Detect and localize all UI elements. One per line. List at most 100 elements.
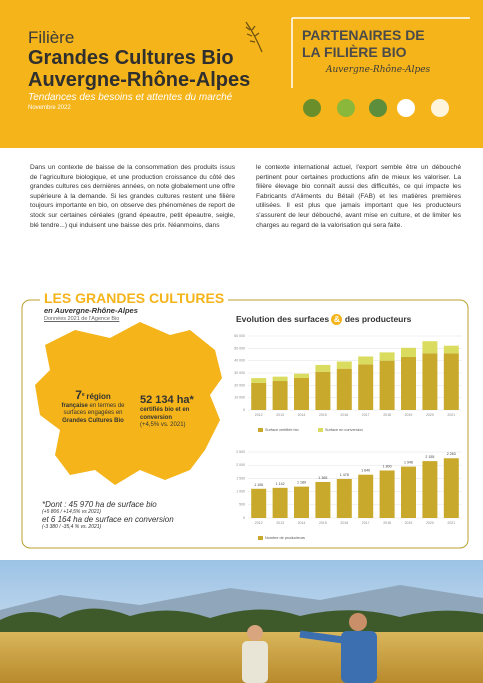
legend-swatch — [318, 428, 323, 432]
bar — [422, 341, 437, 353]
x-tick-label: 2016 — [340, 413, 348, 417]
rank-bold: française — [61, 403, 87, 409]
y-tick-label: 1 000 — [236, 490, 245, 494]
bar — [337, 361, 352, 368]
bar — [358, 357, 373, 365]
partners-title: LA FILIÈRE BIO — [302, 44, 406, 60]
charts-title-part: Evolution des surfaces — [236, 314, 329, 324]
kicker: Filière — [28, 28, 74, 48]
x-tick-label: 2014 — [298, 521, 306, 525]
bar — [273, 488, 288, 518]
x-tick-label: 2019 — [405, 413, 413, 417]
data-label: 1 106 — [254, 483, 263, 487]
footnote-line: et 6 164 ha de surface en conversion — [42, 515, 222, 524]
data-label: 2 155 — [425, 455, 434, 459]
charts-title: Evolution des surfaces & des producteurs — [236, 314, 411, 325]
bar — [337, 369, 352, 410]
data-label: 1 946 — [404, 461, 413, 465]
bar — [380, 352, 395, 360]
partners-title: PARTENAIRES DE — [302, 27, 425, 43]
bar — [337, 479, 352, 518]
rank-block: 7e région française en termes de surface… — [58, 392, 128, 425]
data-label: 1 800 — [383, 464, 392, 468]
legend-swatch — [258, 536, 263, 540]
bar — [422, 461, 437, 518]
x-tick-label: 2013 — [276, 413, 284, 417]
title: Auvergne-Rhône-Alpes — [28, 69, 250, 92]
bar — [380, 470, 395, 518]
x-tick-label: 2012 — [255, 413, 263, 417]
bar — [315, 365, 330, 372]
bar — [251, 489, 266, 518]
bar — [380, 361, 395, 410]
data-label: 1 640 — [361, 469, 370, 473]
data-label: 1 189 — [297, 481, 306, 485]
y-tick-label: 0 — [243, 408, 245, 412]
legend-label: Surface certifiée bio — [265, 428, 299, 432]
data-label: 1 365 — [318, 476, 327, 480]
x-tick-label: 2013 — [276, 521, 284, 525]
source: Données 2021 de l'Agence Bio — [44, 316, 119, 322]
bar — [358, 364, 373, 410]
y-tick-label: 30 000 — [234, 371, 245, 375]
intro-text: le contexte international actuel, l'expo… — [256, 163, 461, 230]
bar — [251, 383, 266, 410]
section-subtitle: en Auvergne-Rhône-Alpes — [44, 306, 138, 315]
y-tick-label: 2 000 — [236, 463, 245, 467]
bar — [251, 378, 266, 383]
bar — [401, 357, 416, 410]
x-tick-label: 2015 — [319, 413, 327, 417]
x-tick-label: 2014 — [298, 413, 306, 417]
y-tick-label: 40 000 — [234, 359, 245, 363]
title: Grandes Cultures Bio — [28, 47, 234, 70]
surface-text: certifiés bio et en conversion — [140, 407, 212, 422]
bar — [358, 475, 373, 518]
bar — [315, 372, 330, 410]
x-tick-label: 2016 — [340, 521, 348, 525]
x-tick-label: 2020 — [426, 521, 434, 525]
x-tick-label: 2021 — [447, 521, 455, 525]
x-tick-label: 2017 — [362, 413, 370, 417]
x-tick-label: 2018 — [383, 413, 391, 417]
x-tick-label: 2012 — [255, 521, 263, 525]
y-tick-label: 20 000 — [234, 383, 245, 387]
bar — [294, 487, 309, 518]
intro-text: Dans un contexte de baisse de la consomm… — [30, 163, 235, 230]
rank-suffix: e — [82, 392, 85, 398]
subtitle: Tendances des besoins et attentes du mar… — [28, 92, 232, 103]
rank-subject: Grandes Cultures Bio — [62, 418, 124, 424]
y-tick-label: 60 000 — [234, 334, 245, 338]
y-tick-label: 2 500 — [236, 450, 245, 454]
x-tick-label: 2021 — [447, 413, 455, 417]
charts-title-icon: & — [331, 314, 342, 325]
x-tick-label: 2015 — [319, 521, 327, 525]
charts-title-part: des producteurs — [345, 314, 412, 324]
bar — [444, 458, 459, 518]
bar — [315, 482, 330, 518]
page: 010 00020 00030 00040 00050 00060 000201… — [0, 0, 483, 683]
bar — [401, 348, 416, 357]
legend-label: Surface en conversion — [325, 428, 363, 432]
date: Novembre 2022 — [28, 105, 71, 111]
data-label: 1 478 — [340, 473, 349, 477]
photo-field — [0, 632, 483, 683]
bar — [444, 346, 459, 354]
x-tick-label: 2019 — [405, 521, 413, 525]
rank-word: région — [86, 392, 110, 401]
bar — [273, 381, 288, 410]
bar — [294, 378, 309, 410]
bar — [444, 353, 459, 410]
x-tick-label: 2018 — [383, 521, 391, 525]
bar — [273, 377, 288, 381]
y-tick-label: 1 500 — [236, 476, 245, 480]
rank-number: 7 — [75, 388, 82, 402]
surface-change: (+4,5% vs. 2021) — [140, 422, 212, 430]
legend-swatch — [258, 428, 263, 432]
bar — [401, 467, 416, 518]
footnote-line: (-3 380 / -35,4 % vs. 2021) — [42, 524, 222, 530]
bar — [294, 374, 309, 378]
data-label: 2 263 — [447, 452, 456, 456]
surface-value: 52 134 ha* — [140, 394, 212, 407]
y-tick-label: 10 000 — [234, 396, 245, 400]
footnote: *Dont : 45 970 ha de surface bio (+5 806… — [42, 500, 222, 530]
